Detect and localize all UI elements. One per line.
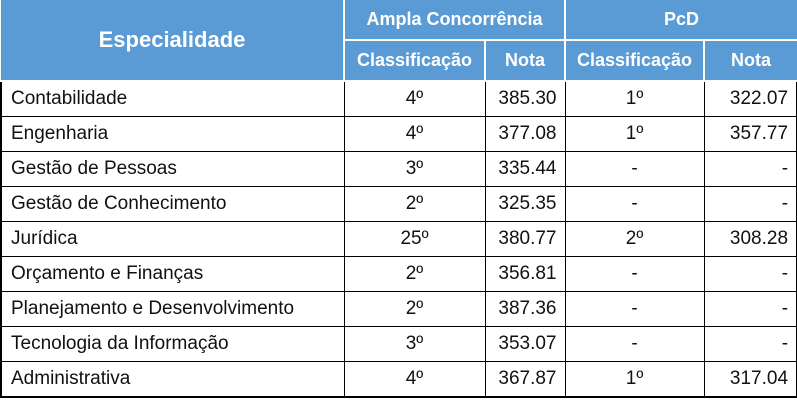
cell-pcd-nota: - [703,291,797,327]
cell-pcd-nota: - [703,186,797,222]
cell-especialidade: Administrativa [0,361,344,398]
cell-pcd-classificacao: - [564,326,705,362]
cell-especialidade: Engenharia [0,116,344,152]
cell-pcd-nota: 317.04 [703,361,797,398]
cell-ampla-nota: 353.07 [484,326,566,362]
cell-especialidade: Planejamento e Desenvolvimento [0,291,344,327]
cell-ampla-nota: 387.36 [484,291,566,327]
table-row: Contabilidade 4º 385.30 1º 322.07 [0,81,797,117]
cell-ampla-classificacao: 2º [343,291,485,327]
header-pcd-classificacao: Classificação [564,38,706,83]
cell-pcd-nota: - [703,151,797,187]
cell-ampla-classificacao: 4º [343,116,485,152]
cell-especialidade: Jurídica [0,221,344,257]
cell-ampla-nota: 385.30 [484,81,566,117]
cell-pcd-classificacao: - [564,151,705,187]
table-row: Engenharia 4º 377.08 1º 357.77 [0,116,797,152]
cell-especialidade: Gestão de Conhecimento [0,186,344,222]
cell-especialidade: Gestão de Pessoas [0,151,344,187]
cell-ampla-nota: 335.44 [484,151,566,187]
cell-pcd-nota: 322.07 [703,81,797,117]
cell-especialidade: Tecnologia da Informação [0,326,344,362]
cell-pcd-classificacao: 1º [564,361,705,398]
cell-ampla-classificacao: 3º [343,326,485,362]
table-row: Planejamento e Desenvolvimento 2º 387.36… [0,291,797,327]
table-row: Jurídica 25º 380.77 2º 308.28 [0,221,797,257]
cell-pcd-classificacao: 1º [564,81,705,117]
cell-ampla-classificacao: 2º [343,186,485,222]
cell-ampla-nota: 325.35 [484,186,566,222]
cell-pcd-classificacao: - [564,186,705,222]
header-pcd: PcD [564,0,797,41]
cell-pcd-classificacao: - [564,291,705,327]
cell-pcd-classificacao: 1º [564,116,705,152]
cell-pcd-nota: 357.77 [703,116,797,152]
cell-ampla-nota: 377.08 [484,116,566,152]
cell-ampla-nota: 380.77 [484,221,566,257]
table-row: Orçamento e Finanças 2º 356.81 - - [0,256,797,292]
header-ampla-concorrencia: Ampla Concorrência [342,0,567,41]
table-row: Administrativa 4º 367.87 1º 317.04 [0,361,797,398]
table-row: Tecnologia da Informação 3º 353.07 - - [0,326,797,362]
table-row: Gestão de Conhecimento 2º 325.35 - - [0,186,797,222]
cell-pcd-nota: - [703,326,797,362]
cell-ampla-classificacao: 3º [343,151,485,187]
cell-ampla-classificacao: 25º [343,221,485,257]
table-row: Gestão de Pessoas 3º 335.44 - - [0,151,797,187]
cell-pcd-classificacao: - [564,256,705,292]
results-table: Especialidade Ampla Concorrência PcD Cla… [0,0,797,398]
header-ampla-nota: Nota [483,38,567,83]
cell-especialidade: Orçamento e Finanças [0,256,344,292]
header-ampla-classificacao: Classificação [343,38,486,83]
cell-ampla-nota: 367.87 [484,361,566,398]
cell-ampla-classificacao: 4º [343,361,485,398]
cell-especialidade: Contabilidade [0,81,344,117]
cell-pcd-classificacao: 2º [564,221,705,257]
cell-pcd-nota: - [703,256,797,292]
header-especialidade: Especialidade [1,0,345,82]
header-pcd-nota: Nota [703,38,797,83]
cell-ampla-classificacao: 2º [343,256,485,292]
cell-pcd-nota: 308.28 [703,221,797,257]
cell-ampla-nota: 356.81 [484,256,566,292]
cell-ampla-classificacao: 4º [343,81,485,117]
